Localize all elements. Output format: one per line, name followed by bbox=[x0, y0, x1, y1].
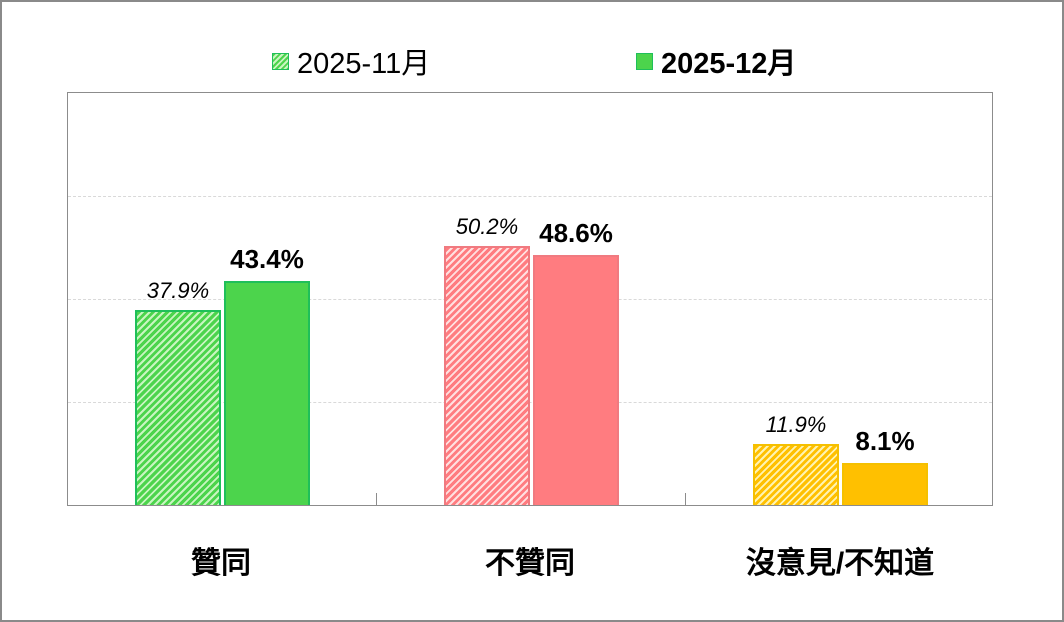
bar-curr-2 bbox=[842, 463, 928, 505]
category-label-disagree: 不贊同 bbox=[485, 547, 575, 580]
bar-prev-0 bbox=[135, 310, 221, 505]
bar-curr-1 bbox=[533, 255, 619, 505]
bar-prev-1 bbox=[444, 246, 530, 505]
value-label-curr-1: 48.6% bbox=[539, 218, 613, 248]
legend-item-prev: 2025-11月 bbox=[272, 40, 430, 82]
category-label-no-opinion: 沒意見/不知道 bbox=[745, 547, 935, 580]
legend-label-curr: 2025-12月 bbox=[661, 48, 797, 80]
category-label-agree: 贊同 bbox=[191, 547, 251, 580]
value-label-prev-0: 37.9% bbox=[146, 278, 210, 303]
category-tick bbox=[685, 493, 686, 505]
gridline-40 bbox=[68, 299, 992, 300]
legend-label-prev: 2025-11月 bbox=[297, 48, 431, 80]
chart-legend: 2025-11月 2025-12月 bbox=[0, 40, 1064, 80]
gridline-60 bbox=[68, 196, 992, 197]
bar-curr-0 bbox=[224, 281, 310, 505]
value-label-prev-2: 11.9% bbox=[765, 412, 827, 437]
bar-prev-2 bbox=[753, 444, 839, 505]
value-label-prev-1: 50.2% bbox=[455, 214, 519, 239]
legend-item-curr: 2025-12月 bbox=[636, 40, 796, 82]
value-label-curr-0: 43.4% bbox=[230, 244, 304, 274]
gridline-20 bbox=[68, 402, 992, 403]
value-label-curr-2: 8.1% bbox=[855, 426, 915, 456]
hatched-swatch-icon bbox=[272, 52, 289, 70]
solid-swatch-icon bbox=[636, 52, 653, 70]
plot-area: 37.9% 43.4% 50.2% 48.6% 11.9% 8.1% bbox=[67, 92, 993, 506]
category-tick bbox=[376, 493, 377, 505]
